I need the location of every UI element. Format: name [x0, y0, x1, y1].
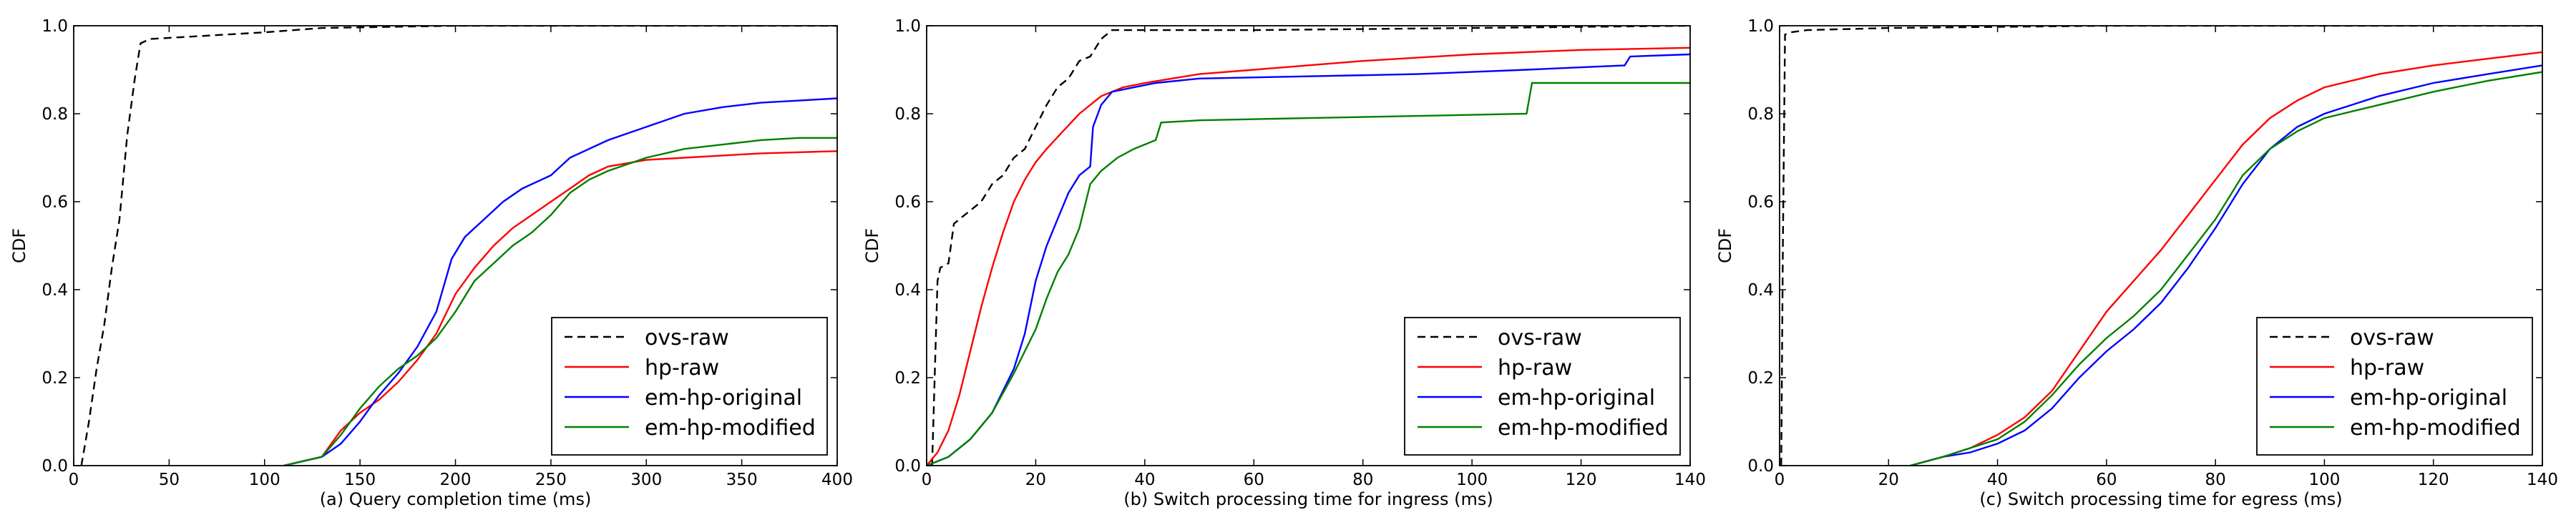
legend-label: hp-raw [645, 355, 719, 381]
x-tick-label: 0 [1775, 471, 1785, 489]
x-tick-label: 0 [69, 471, 79, 489]
x-tick-label: 350 [726, 471, 758, 489]
y-tick-label: 0.6 [894, 193, 921, 212]
y-tick-label: 0.4 [42, 281, 68, 300]
legend-label: em-hp-original [645, 386, 802, 411]
legend-label: em-hp-modified [2350, 416, 2521, 441]
y-axis-label: CDF [9, 228, 29, 263]
y-tick-label: 0.6 [1747, 193, 1774, 212]
x-tick-label: 300 [630, 471, 662, 489]
legend-box [2256, 317, 2533, 456]
chart-panel-1: 0 50 100 150 200 250 300 350 400 0.0 0.2 0.4 0.6 0.8 1… [9, 17, 853, 509]
series-line-em-hp-modified [1910, 71, 2542, 466]
x-axis-label: (c) Switch processing time for egress (m… [1979, 489, 2342, 509]
series-line-ovs-raw [931, 26, 1690, 466]
y-tick-label: 0.2 [894, 369, 921, 388]
legend: ovs-raw hp-raw em-hp-original em-hp-modifie… [551, 317, 828, 456]
series-line-hp-raw [283, 150, 837, 466]
x-tick-label: 120 [1566, 471, 1597, 489]
legend-box [551, 317, 828, 456]
x-tick-label: 60 [1244, 471, 1264, 489]
y-tick-label: 0.4 [894, 281, 921, 300]
y-tick-label: 1.0 [42, 17, 68, 36]
legend-label: em-hp-modified [645, 416, 816, 441]
y-tick-label: 0.0 [894, 457, 921, 476]
x-tick-label: 100 [2308, 471, 2340, 489]
x-tick-label: 250 [535, 471, 567, 489]
y-tick-label: 0.0 [1747, 457, 1774, 476]
legend-label: em-hp-original [2350, 386, 2507, 411]
series-line-hp-raw [927, 46, 1690, 466]
series-line-ovs-raw [1780, 26, 2542, 466]
series-line-ovs-raw [80, 26, 837, 466]
x-tick-label: 80 [2205, 471, 2226, 489]
y-tick-label: 0.8 [1747, 105, 1774, 124]
y-tick-label: 1.0 [894, 17, 921, 36]
x-tick-label: 200 [440, 471, 472, 489]
series-line-em-hp-modified [283, 137, 837, 466]
y-tick-label: 0.2 [42, 369, 68, 388]
x-tick-label: 60 [2096, 471, 2117, 489]
x-axis-label: (a) Query completion time (ms) [320, 489, 592, 509]
x-tick-label: 400 [821, 471, 853, 489]
legend-label: em-hp-original [1498, 386, 1655, 411]
y-tick-label: 0.6 [42, 193, 68, 212]
series-line-em-hp-original [1910, 64, 2542, 466]
x-tick-label: 40 [1134, 471, 1155, 489]
y-tick-label: 0.0 [42, 457, 68, 476]
y-tick-label: 0.2 [1747, 369, 1774, 388]
chart-panel-2: 0 20 40 60 80 100 120 140 0.0 0.2 0.4 0.6 0.8 1.0 (b) … [862, 17, 1706, 509]
chart-panel-3: 0 20 40 60 80 100 120 140 0.0 0.2 0.4 0.6 0.8 1.0 (c) … [1715, 17, 2558, 509]
y-tick-label: 0.4 [1747, 281, 1774, 300]
legend-label: hp-raw [1498, 355, 1572, 381]
x-tick-label: 50 [159, 471, 180, 489]
legend: ovs-raw hp-raw em-hp-original em-hp-modifie… [1404, 317, 1681, 456]
x-tick-label: 100 [249, 471, 280, 489]
series-line-em-hp-original [283, 97, 837, 466]
x-tick-label: 20 [1025, 471, 1046, 489]
legend-label: hp-raw [2350, 355, 2424, 381]
legend-label: ovs-raw [2350, 325, 2434, 350]
y-axis-label: CDF [862, 228, 882, 263]
y-tick-label: 0.8 [894, 105, 921, 124]
y-tick-label: 1.0 [1747, 17, 1774, 36]
y-tick-label: 0.8 [42, 105, 68, 124]
x-tick-label: 40 [1987, 471, 2008, 489]
y-axis-label: CDF [1715, 228, 1735, 263]
plot-frame [926, 25, 1691, 466]
series-line-em-hp-modified [927, 82, 1690, 466]
x-tick-label: 140 [2527, 471, 2558, 489]
x-tick-label: 100 [1456, 471, 1488, 489]
legend-label: ovs-raw [1498, 325, 1582, 350]
x-axis-label: (b) Switch processing time for ingress (… [1123, 489, 1493, 509]
x-tick-label: 20 [1878, 471, 1899, 489]
legend: ovs-raw hp-raw em-hp-original em-hp-modifie… [2256, 317, 2533, 456]
x-tick-label: 140 [1674, 471, 1706, 489]
x-tick-label: 120 [2418, 471, 2449, 489]
plot-frame [1779, 25, 2543, 466]
series-line-hp-raw [1910, 51, 2542, 466]
x-tick-label: 0 [922, 471, 932, 489]
legend-box [1404, 317, 1681, 456]
legend-label: ovs-raw [645, 325, 729, 350]
legend-label: em-hp-modified [1498, 416, 1669, 441]
x-tick-label: 80 [1352, 471, 1373, 489]
x-tick-label: 150 [344, 471, 376, 489]
series-line-em-hp-original [927, 53, 1690, 466]
